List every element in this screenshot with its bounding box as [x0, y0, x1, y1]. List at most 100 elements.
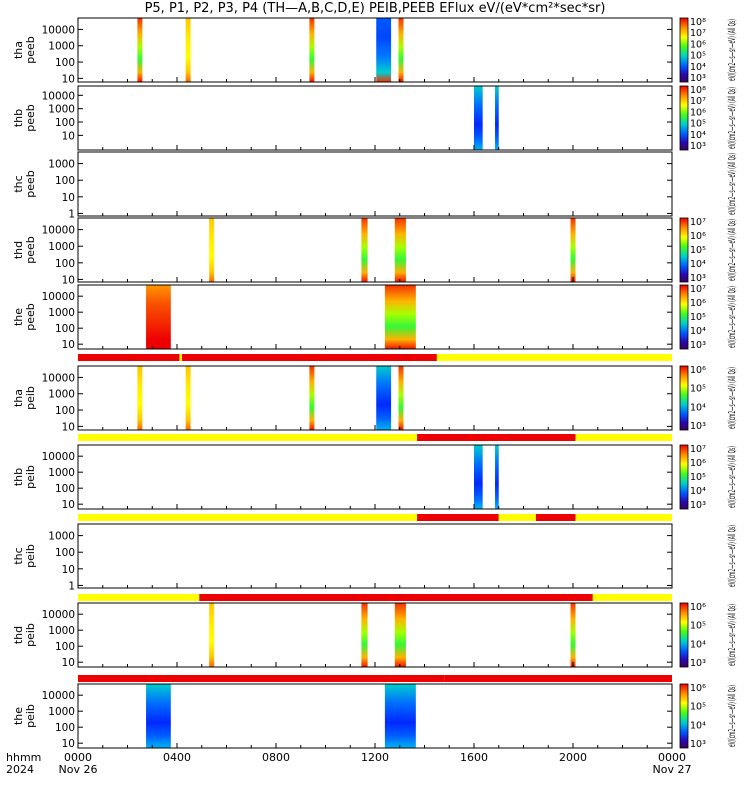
mode-segment-yellow: [78, 594, 200, 601]
burst-1: [209, 603, 215, 667]
colorbar-tick-label: 10⁶: [690, 231, 706, 242]
panel-ylabel: thd peeb: [12, 236, 37, 264]
burst-2: [185, 18, 191, 82]
panel-tha-peib: 10000 1000 100 10 tha peib 10⁶ 10⁵ 10⁴ 10³ eV/(cm2…: [12, 365, 738, 433]
y-tick-label: 10000: [42, 24, 75, 36]
mode-segment-yellow: [436, 354, 672, 361]
y-tick-label: 10: [62, 339, 75, 351]
mode-segment-red: [444, 675, 672, 682]
mode-segment-yellow: [78, 514, 418, 521]
chart-title: P5, P1, P2, P3, P4 (TH—A,B,C,D,E) PEIB,P…: [144, 1, 606, 16]
ylabel-product: peib: [24, 465, 37, 489]
colorbar-tick-label: 10⁷: [690, 96, 706, 107]
ylabel-probe: thd: [12, 241, 25, 259]
colorbar-label: eV/(cm2—s—sr—eV) (All Qs): [727, 286, 738, 348]
y-tick-label: 10000: [42, 291, 75, 303]
colorbar-tick-label: 10³: [690, 739, 706, 750]
panel-frame: [77, 444, 673, 510]
panel-frame: [77, 217, 673, 283]
ylabel-product: peib: [24, 704, 37, 728]
mode-segment-red: [78, 354, 180, 361]
burst-1: [474, 86, 483, 150]
colorbar-unit-text: eV/(cm2—s—sr—eV) (All Qs): [727, 19, 738, 81]
colorbar-tick-label: 10⁴: [690, 130, 706, 141]
y-tick-label: 10000: [42, 451, 75, 463]
burst-4: [376, 366, 392, 430]
y-tick-label: 100: [55, 323, 75, 335]
colorbar-tick-label: 10³: [690, 658, 706, 669]
colorbar: [679, 85, 689, 151]
ylabel-probe: tha: [12, 41, 25, 59]
mode-segment-yellow: [498, 514, 536, 521]
burst-2: [495, 445, 499, 509]
panel-ylabel: the peeb: [12, 303, 37, 331]
colorbar-unit-text: eV/(cm2—s—sr—eV) (All Qs): [727, 446, 738, 508]
x-tick-label: 0800: [262, 751, 290, 764]
colorbar-tick-label: 10⁵: [690, 702, 706, 713]
y-tick-label: 100: [55, 483, 75, 495]
y-tick-label: 1000: [48, 625, 75, 637]
burst-1: [146, 684, 171, 748]
colorbar-label: eV/(cm2—s—sr—eV) (All Qs): [727, 87, 738, 149]
panel-frame: [77, 151, 673, 217]
ylabel-probe: thc: [12, 547, 25, 564]
burst-3: [309, 18, 315, 82]
ylabel-probe: tha: [12, 389, 25, 407]
mode-segment-red: [199, 594, 593, 601]
mode-segment-yellow: [592, 594, 672, 601]
colorbar-tick-label: 10⁸: [690, 85, 706, 96]
colorbar-tick-label: 10⁶: [690, 602, 706, 613]
panel-frame: [77, 85, 673, 151]
colorbar-label: eV/(cm2—s—sr—eV) (All Qs): [727, 446, 738, 508]
colorbar-unit-text: eV/(cm2—s—sr—eV) (All Qs): [727, 153, 738, 215]
colorbar-label: eV/(cm2—s—sr—eV) (All Qs): [727, 604, 738, 666]
colorbar-tick-label: 10⁷: [690, 28, 706, 39]
y-tick-label: 10: [62, 73, 75, 85]
burst-1: [474, 445, 483, 509]
y-tick-label: 100: [55, 57, 75, 69]
colorbar-tick-label: 10³: [690, 73, 706, 84]
colorbar-tick-label: 10⁸: [690, 17, 706, 28]
colorbar-unit-text: eV/(cm2—s—sr—eV) (All Qs): [727, 685, 738, 747]
panel-ylabel: thc peib: [12, 544, 37, 568]
colorbar-tick-label: 10⁵: [690, 384, 706, 395]
mode-segment-red: [417, 514, 499, 521]
y-tick-label: 10000: [42, 372, 75, 384]
panel-frame: [77, 602, 673, 668]
colorbar-tick-label: 10⁶: [690, 683, 706, 694]
colorbar-unit-text: eV/(cm2—s—sr—eV) (All Qs): [727, 367, 738, 429]
burst-3: [309, 366, 315, 430]
colorbar-unit-text: eV/(cm2—s—sr—eV) (All Qs): [727, 219, 738, 281]
colorbar-unit-text: eV/(cm2—s—sr—eV) (All Qs): [727, 525, 738, 587]
burst-4: [376, 18, 392, 82]
panel-the-peib: 10000 1000 100 10 the peib 10⁶ 10⁵ 10⁴ 10³ eV/(cm2…: [12, 683, 738, 750]
colorbar-unit-text: eV/(cm2—s—sr—eV) (All Qs): [727, 286, 738, 348]
colorbar-tick-label: 10³: [690, 141, 706, 152]
mode-segment-red: [181, 354, 437, 361]
panel-thb-peib: 10000 1000 100 10 thb peib 10⁷ 10⁶ 10⁵ 10⁴ 10³ eV/(…: [12, 444, 738, 511]
panel-thd-peeb: 10000 1000 100 10 thd peeb 10⁷ 10⁶ 10⁵ 10⁴ 10³ eV/(…: [12, 217, 738, 286]
panel-ylabel: thd peib: [12, 623, 37, 647]
burst-1: [209, 218, 215, 282]
y-tick-label: 100: [55, 722, 75, 734]
panel-frame: [77, 17, 673, 83]
y-tick-label: 100: [55, 175, 75, 187]
x-tick-label: 0000: [64, 751, 92, 764]
panel-ylabel: thc peeb: [12, 170, 37, 198]
y-tick-label: 10: [62, 738, 75, 750]
colorbar-tick-label: 10⁴: [690, 639, 706, 650]
mode-segment-red: [417, 434, 576, 441]
colorbar-unit-text: eV/(cm2—s—sr—eV) (All Qs): [727, 87, 738, 149]
y-tick-label: 1000: [48, 531, 75, 543]
burst-1: [137, 366, 143, 430]
colorbar-tick-label: 10⁴: [690, 62, 706, 73]
colorbar-tick-label: 10³: [690, 273, 706, 284]
colorbar-tick-label: 10⁶: [690, 458, 706, 469]
ylabel-probe: thb: [12, 109, 25, 127]
colorbar-tick-label: 10⁷: [690, 217, 706, 228]
burst-2: [384, 285, 416, 349]
ylabel-product: peib: [24, 386, 37, 410]
burst-2: [185, 366, 191, 430]
mode-segment-yellow: [78, 434, 418, 441]
